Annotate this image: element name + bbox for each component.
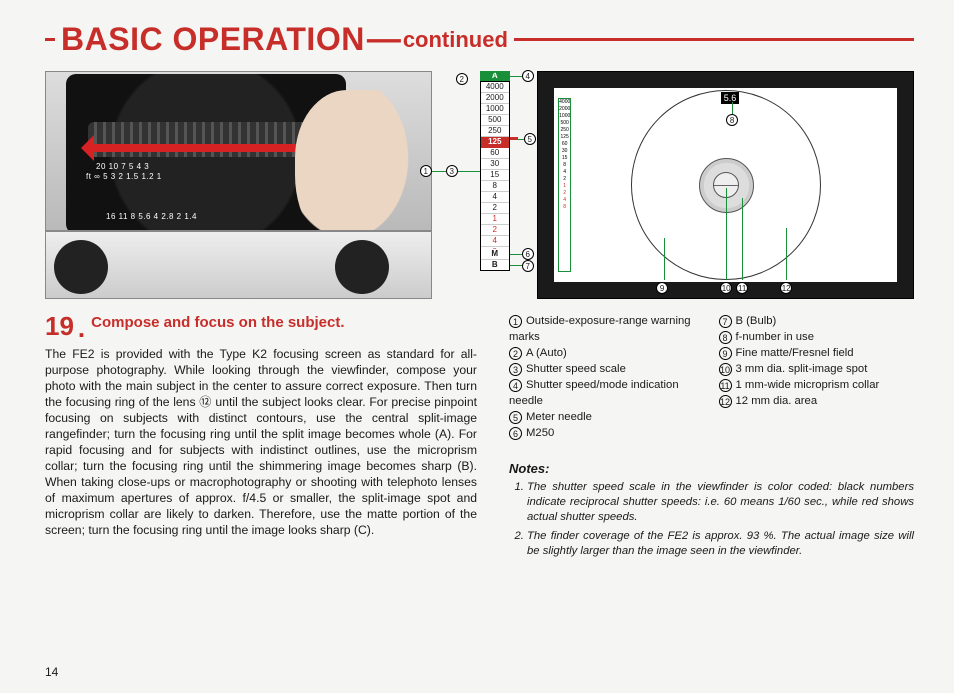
scale-val: 15 [481,170,509,181]
step-title: Compose and focus on the subject. [91,314,344,331]
callout-5: 5 [524,133,536,145]
rule-left [45,38,55,41]
focus-arrow [86,144,306,152]
lens-distance-scale: 20 10 7 5 4 3 [96,162,149,171]
left-column: 19 . Compose and focus on the subject. T… [45,313,477,563]
figure-lens-photo: 20 10 7 5 4 3 ft ∞ 5 3 2 1.5 1.2 1 16 11… [45,71,432,299]
title-dash: — [367,20,401,59]
callout-7: 7 [522,260,534,272]
vf-leader-11 [742,198,743,280]
viewfinder-scale: 4000 2000 1000 500 250 125 60 30 15 8 4 … [558,98,571,272]
callout-6: 6 [522,248,534,260]
scale-val: 4000 [481,82,509,93]
legend-item: 103 mm dia. split-image spot [719,361,915,377]
scale-val: 1000 [481,104,509,115]
scale-val: 500 [481,115,509,126]
legend-item: 7B (Bulb) [719,313,915,329]
leader-4 [510,76,522,77]
rule-right [514,38,914,41]
body-text: The FE2 is provided with the Type K2 foc… [45,346,477,538]
figure-shutter-scale: A 4000 2000 1000 500 250 125 60 30 15 8 … [450,71,519,299]
vf-leader-12 [786,228,787,280]
section-title-row: BASIC OPERATION — continued [45,20,914,59]
scale-val: 30 [481,159,509,170]
callout-2: 2 [456,73,468,85]
leader-3 [460,171,480,172]
scale-m-label: M [481,249,509,260]
legend-item: 111 mm-wide microprism collar [719,377,915,393]
scale-val: 8 [481,181,509,192]
legend-item: 2A (Auto) [509,345,705,361]
callout-9: 9 [656,282,668,294]
scale-val-red: 4 [481,236,509,247]
notes: The shutter speed scale in the viewfinde… [509,480,914,559]
leader-7 [510,265,522,266]
figure-viewfinder: 4000 2000 1000 500 250 125 60 30 15 8 4 … [537,71,914,299]
shutter-speed-scale: 4000 2000 1000 500 250 125 60 30 15 8 4 … [480,81,510,258]
scale-val: 4 [481,192,509,203]
step-dot: . [78,313,85,344]
note-item: The shutter speed scale in the viewfinde… [527,480,914,525]
leader-highlight [510,137,518,140]
step-number: 19 [45,313,74,339]
legend-item: 1212 mm dia. area [719,393,915,409]
scale-val: 250 [481,126,509,137]
scale-val: 60 [481,148,509,159]
callout-12: 12 [780,282,792,294]
scale-val: 2 [481,203,509,214]
scale-val-highlight: 125 [481,137,509,148]
legend-item: 4Shutter speed/mode indication needle [509,377,705,409]
viewfinder-scale-values: 4000 2000 1000 500 250 125 60 30 15 8 4 … [559,99,570,271]
callout-10: 10 [720,282,732,294]
legend-item: 1Outside-exposure-range warning marks [509,313,705,345]
legend-col-1: 1Outside-exposure-range warning marks 2A… [509,313,705,441]
legend-item: 3Shutter speed scale [509,361,705,377]
page-number: 14 [45,665,58,679]
lens-aperture-scale: 16 11 8 5.6 4 2.8 2 1.4 [106,212,197,221]
callout-3: 3 [446,165,458,177]
callout-4: 4 [522,70,534,82]
vf-leader-10 [726,188,727,280]
scale-mb-box: M B [480,249,510,271]
viewfinder-frame: 4000 2000 1000 500 250 125 60 30 15 8 4 … [554,88,897,282]
lens-distance-scale-2: ft ∞ 5 3 2 1.5 1.2 1 [86,172,162,181]
camera-dial-right [335,240,389,294]
callout-1: 1 [420,165,432,177]
note-item: The finder coverage of the FE2 is approx… [527,529,914,559]
scale-val: 2000 [481,93,509,104]
section-title: BASIC OPERATION [61,21,365,58]
text-columns: 19 . Compose and focus on the subject. T… [45,313,914,563]
scale-b-label: B [481,260,509,270]
camera-dial-left [54,240,108,294]
vf-leader-9 [664,238,665,280]
legend-item: 9Fine matte/Fresnel field [719,345,915,361]
scale-val-red: 2 [481,225,509,236]
figure-row: 20 10 7 5 4 3 ft ∞ 5 3 2 1.5 1.2 1 16 11… [45,71,914,299]
legend-item: 6M250 [509,425,705,441]
legend: 1Outside-exposure-range warning marks 2A… [509,313,914,441]
notes-title: Notes: [509,461,914,476]
step-heading: 19 . Compose and focus on the subject. [45,313,477,344]
legend-item: 5Meter needle [509,409,705,425]
right-column: 1Outside-exposure-range warning marks 2A… [509,313,914,563]
legend-col-2: 7B (Bulb) 8f-number in use 9Fine matte/F… [719,313,915,441]
leader-6 [510,254,522,255]
callout-8: 8 [726,114,738,126]
section-continued: continued [403,27,508,53]
scale-val-red: 1 [481,214,509,225]
callout-11: 11 [736,282,748,294]
legend-item: 8f-number in use [719,329,915,345]
